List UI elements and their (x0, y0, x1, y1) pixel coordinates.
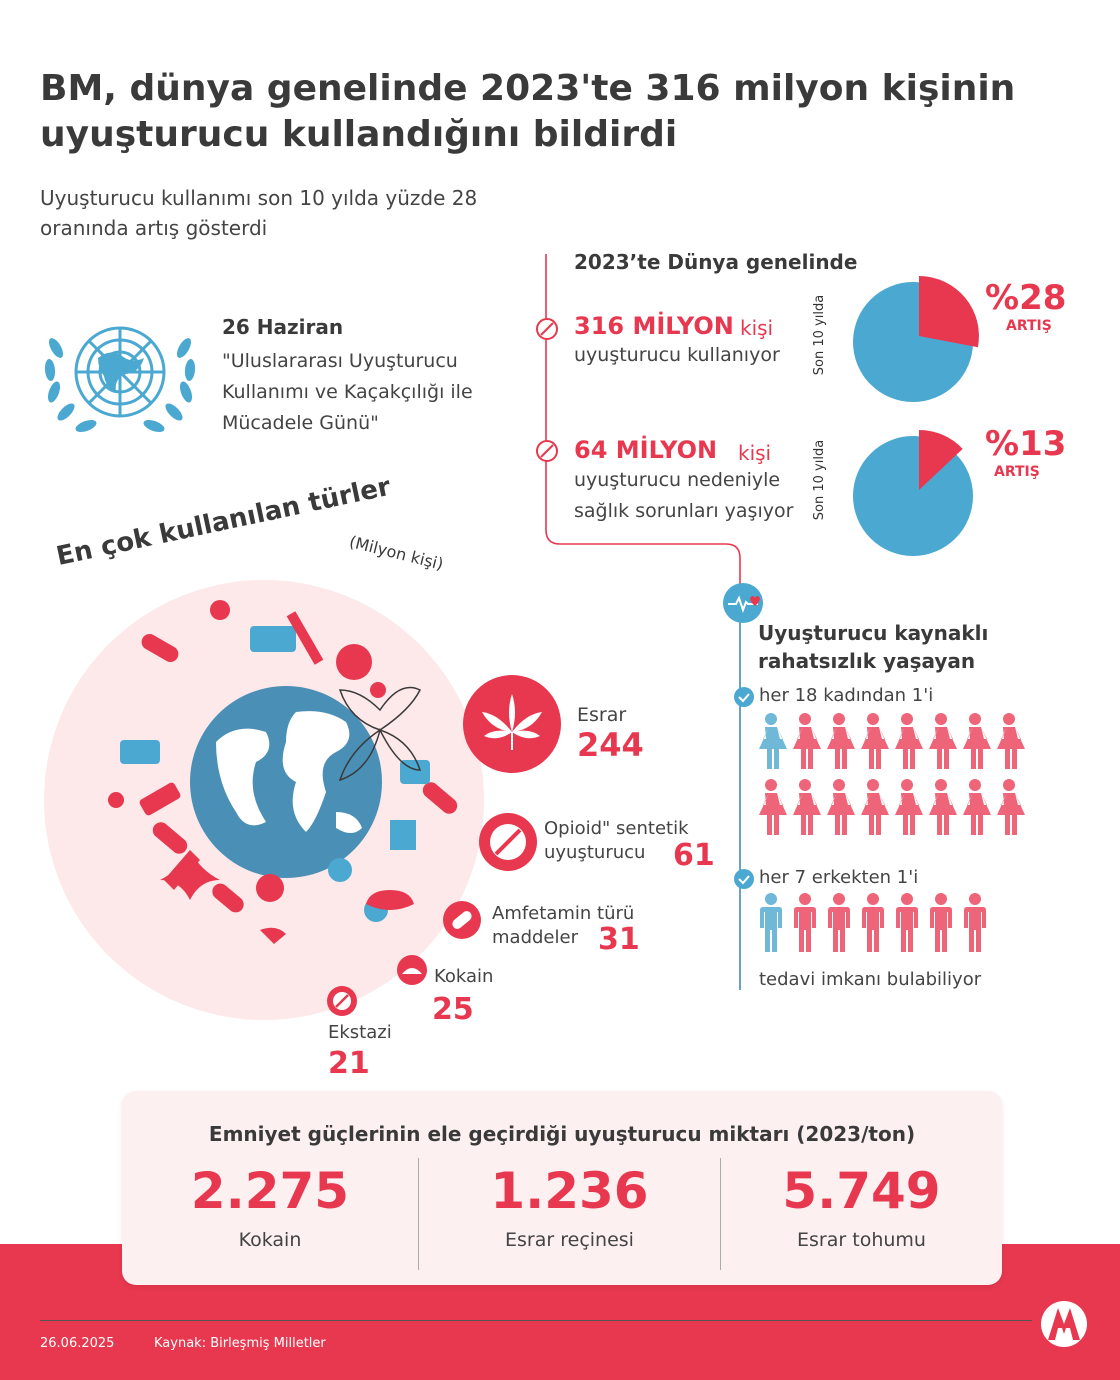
woman-icon (759, 779, 787, 835)
divider (418, 1158, 419, 1270)
woman-icon (793, 713, 821, 769)
man-icon (896, 893, 918, 952)
footer-source: Kaynak: Birleşmiş Milletler (154, 1336, 326, 1351)
woman-icon (929, 713, 957, 769)
woman-icon (759, 713, 787, 769)
type-ekstazi-value: 21 (328, 1046, 370, 1081)
type-kokain-value: 25 (432, 992, 474, 1027)
event-date: 26 Haziran (222, 315, 344, 339)
stat2-desc-line2: sağlık sorunları yaşıyor (574, 500, 794, 522)
stat1-unit: kişi (740, 316, 774, 340)
seizure-resin-label: Esrar reçinesi (505, 1229, 634, 1251)
type-amfetamin-value: 31 (598, 922, 640, 957)
woman-icon (963, 713, 991, 769)
woman-icon (895, 779, 923, 835)
seizure-kokain-label: Kokain (238, 1229, 302, 1251)
seizures-heading: Emniyet güçlerinin ele geçirdiği uyuştur… (208, 1122, 916, 1146)
stat1-amount: 316 MİLYON (574, 312, 734, 340)
type-amfetamin-name: Amfetamin türü maddeler (492, 903, 635, 948)
type-opioid-name: Opioid" sentetik uyuşturucu (544, 818, 689, 863)
heartbeat-icon (723, 583, 763, 623)
man-icon (828, 893, 850, 952)
event-name: "Uluslararası Uyuşturucu Kullanımı ve Ka… (222, 350, 473, 434)
woman-icon (997, 713, 1025, 769)
seizure-resin-value: 1.236 (490, 1162, 649, 1220)
prohibited-icon (536, 440, 558, 462)
woman-icon (827, 713, 855, 769)
seizure-seed-value: 5.749 (782, 1162, 941, 1220)
cocaine-powder-icon (397, 955, 427, 985)
man-icon (794, 893, 816, 952)
stat1-pct-label: ARTIŞ (1006, 318, 1052, 334)
woman-icon (793, 779, 821, 835)
types-unit: (Milyon kişi) (347, 532, 446, 574)
men-icon-grid (754, 892, 994, 956)
man-icon (760, 893, 782, 952)
timeline-line (545, 254, 741, 990)
ecstasy-pill-icon (327, 986, 357, 1016)
man-icon (930, 893, 952, 952)
stat1-pct: %28 (985, 278, 1067, 318)
footer-date: 26.06.2025 (40, 1336, 115, 1351)
un-emblem-icon (44, 326, 196, 433)
prohibited-icon (536, 318, 558, 340)
seizure-kokain-value: 2.275 (190, 1162, 350, 1220)
stat2-pie (853, 430, 973, 556)
check-icon (734, 869, 754, 889)
stat2-desc-line1: uyuşturucu nedeniyle (574, 469, 781, 491)
stat2-pct-label: ARTIŞ (994, 464, 1040, 480)
woman-icon (861, 779, 889, 835)
page-subtitle: Uyuşturucu kullanımı son 10 yılda yüzde … (40, 186, 478, 240)
stat2-pie-label: Son 10 yılda (812, 439, 827, 521)
globe-icon (190, 686, 382, 878)
type-opioid-value: 61 (673, 838, 715, 873)
stat2-pct: %13 (985, 424, 1067, 464)
type-ekstazi-name: Ekstazi (328, 1022, 392, 1043)
stat1-pie (853, 276, 979, 402)
drug-icons-ring (108, 600, 458, 944)
women-ratio-text: her 18 kadından 1'i (759, 685, 934, 706)
type-esrar-value: 244 (577, 726, 644, 764)
men-ratio-text: her 7 erkekten 1'i (759, 867, 919, 888)
woman-icon (997, 779, 1025, 835)
world-heading: 2023’te Dünya genelinde (574, 250, 858, 274)
seizure-seed-label: Esrar tohumu (797, 1229, 926, 1251)
woman-icon (861, 713, 889, 769)
treatment-text: tedavi imkanı bulabiliyor (759, 969, 982, 990)
type-kokain-name: Kokain (434, 966, 494, 987)
woman-icon (827, 779, 855, 835)
stat2-unit: kişi (738, 441, 772, 465)
woman-icon (929, 779, 957, 835)
woman-icon (895, 713, 923, 769)
aa-logo-icon (1041, 1301, 1087, 1347)
divider (720, 1158, 721, 1270)
disorder-heading-line1: Uyuşturucu kaynaklı (758, 621, 989, 645)
stat1-desc: uyuşturucu kullanıyor (574, 344, 780, 366)
check-icon (734, 687, 754, 707)
stat2-amount: 64 MİLYON (574, 436, 718, 464)
footer-divider (40, 1320, 1032, 1321)
stat1-pie-label: Son 10 yılda (812, 294, 827, 376)
page-title: BM, dünya genelinde 2023'te 316 milyon k… (40, 68, 1016, 155)
cannabis-leaf-icon (463, 675, 561, 773)
man-icon (964, 893, 986, 952)
type-esrar-name: Esrar (577, 704, 627, 726)
pill-icon (479, 813, 537, 871)
types-heading: En çok kullanılan türler (53, 471, 394, 572)
man-icon (862, 893, 884, 952)
disorder-heading-line2: rahatsızlık yaşayan (758, 649, 976, 673)
capsule-icon (443, 901, 481, 939)
seizures-panel (122, 1091, 1002, 1285)
women-icon-grid (754, 712, 1054, 842)
woman-icon (963, 779, 991, 835)
